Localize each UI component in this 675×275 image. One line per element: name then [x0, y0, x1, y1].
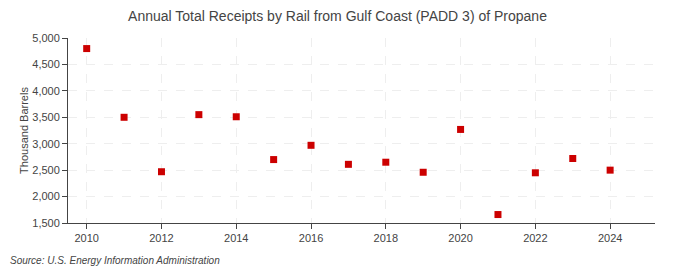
svg-text:1,500: 1,500 [32, 217, 60, 229]
svg-text:2016: 2016 [299, 232, 323, 244]
svg-text:2012: 2012 [149, 232, 173, 244]
svg-text:2,500: 2,500 [32, 164, 60, 176]
svg-text:2,000: 2,000 [32, 190, 60, 202]
svg-text:2018: 2018 [374, 232, 398, 244]
svg-text:2014: 2014 [224, 232, 248, 244]
svg-text:3,000: 3,000 [32, 138, 60, 150]
svg-text:Source: U.S. Energy Informatio: Source: U.S. Energy Information Administ… [10, 255, 220, 266]
svg-text:2024: 2024 [598, 232, 622, 244]
svg-text:2010: 2010 [74, 232, 98, 244]
svg-text:2022: 2022 [523, 232, 547, 244]
svg-text:4,500: 4,500 [32, 58, 60, 70]
svg-text:5,000: 5,000 [32, 32, 60, 44]
svg-text:Thousand Barrels: Thousand Barrels [18, 87, 30, 174]
svg-text:4,000: 4,000 [32, 85, 60, 97]
svg-text:2020: 2020 [448, 232, 472, 244]
svg-text:3,500: 3,500 [32, 111, 60, 123]
svg-text:Annual Total Receipts by Rail: Annual Total Receipts by Rail from Gulf … [128, 8, 547, 24]
